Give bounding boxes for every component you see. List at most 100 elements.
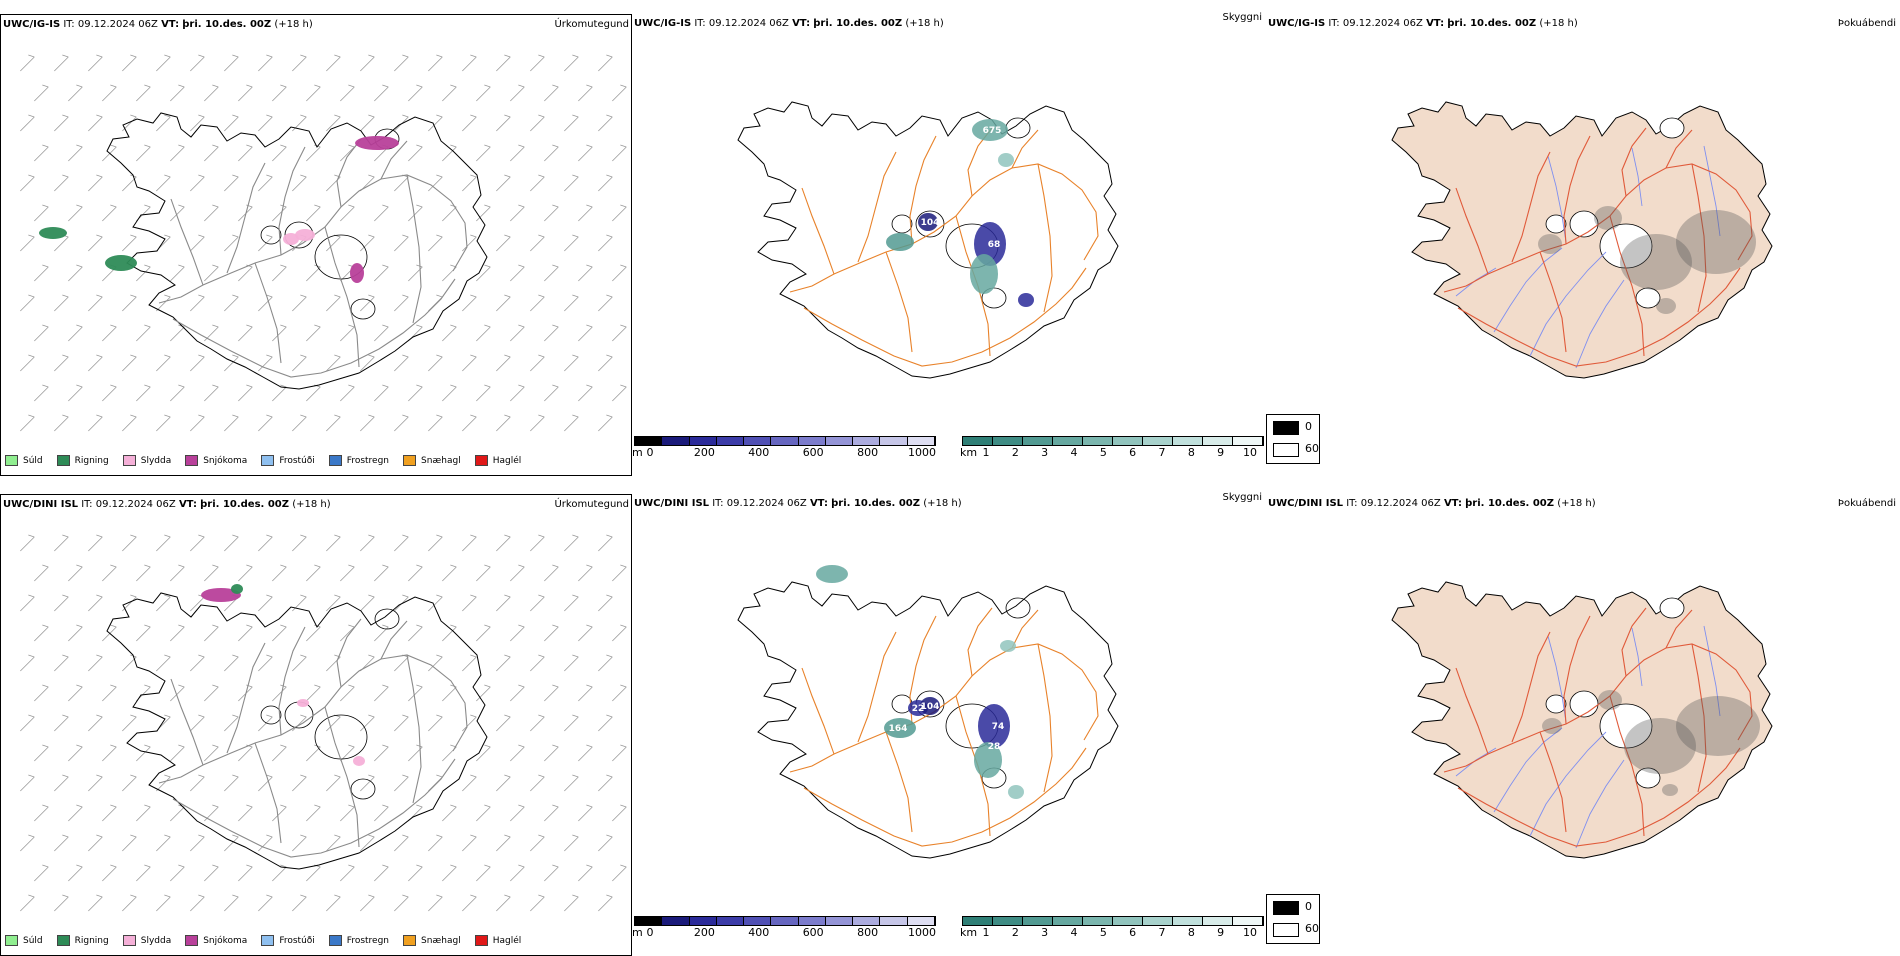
wind-barb xyxy=(326,774,341,792)
model-name: UWC/DINI ISL xyxy=(3,499,79,510)
fog-area xyxy=(1542,718,1562,734)
wind-barb xyxy=(20,594,35,612)
wind-barb xyxy=(170,264,185,282)
wind-barb xyxy=(20,114,35,132)
wind-barb xyxy=(190,834,205,852)
road xyxy=(1037,643,1053,793)
legend-label: Haglél xyxy=(492,935,522,946)
legend-item: Snjókoma xyxy=(185,455,247,466)
wind-barb xyxy=(20,894,35,912)
legend-swatch xyxy=(261,935,275,946)
wind-barb xyxy=(170,804,185,822)
wind-barb xyxy=(544,624,559,642)
road xyxy=(324,706,360,848)
colorbar-tick-label: 10 xyxy=(1243,446,1257,459)
river xyxy=(1703,145,1721,237)
glacier-outline xyxy=(1545,694,1567,714)
wind-barb xyxy=(496,354,511,372)
visibility-panel-row1: UWC/IG-IS IT: 09.12.2024 06Z VT: þri. 10… xyxy=(632,12,1264,476)
wind-barb xyxy=(170,624,185,642)
cloud-cover-legend: 0 60 xyxy=(1266,414,1320,464)
wind-barb xyxy=(578,204,593,222)
wind-barb xyxy=(190,114,205,132)
lead-time: (+18 h) xyxy=(292,499,331,510)
wind-barb xyxy=(360,534,375,552)
wind-barb xyxy=(156,54,171,72)
road xyxy=(380,140,408,180)
cloud-legend-value: 0 xyxy=(1305,420,1312,433)
wind-barb xyxy=(476,624,491,642)
wind-barb xyxy=(564,594,579,612)
wind-barb xyxy=(258,594,273,612)
colorbar-swatches xyxy=(634,916,936,926)
wind-barb xyxy=(20,834,35,852)
wind-barb xyxy=(476,84,491,102)
legend-item: Haglél xyxy=(474,455,521,466)
wind-barb xyxy=(204,804,219,822)
wind-barb xyxy=(224,774,239,792)
wind-barb xyxy=(408,684,423,702)
wind-barb xyxy=(578,864,593,882)
panel-header: UWC/IG-IS IT: 09.12.2024 06Z VT: þri. 10… xyxy=(3,19,629,33)
river xyxy=(1493,247,1563,333)
legend-item: Frostúði xyxy=(261,935,315,946)
wind-barb xyxy=(428,414,443,432)
wind-barb xyxy=(496,234,511,252)
fog-panel-row1: UWC/IG-IS IT: 09.12.2024 06Z VT: þri. 10… xyxy=(1266,14,1898,476)
wind-barb xyxy=(272,144,287,162)
parameter-name: Þokuábendi xyxy=(1837,18,1896,29)
wind-barb xyxy=(68,384,83,402)
wind-barb xyxy=(428,114,443,132)
wind-barb xyxy=(34,264,49,282)
wind-barb xyxy=(102,864,117,882)
wind-barb xyxy=(292,54,307,72)
parameter-name: Þokuábendi xyxy=(1837,498,1896,509)
river xyxy=(1529,251,1607,357)
wind-barb xyxy=(510,204,525,222)
glacier-outline xyxy=(374,608,400,630)
wind-barb xyxy=(476,204,491,222)
colorbar-swatch xyxy=(1143,437,1173,445)
precip-panel-row1: UWC/IG-IS IT: 09.12.2024 06Z VT: þri. 10… xyxy=(0,14,632,476)
wind-barb xyxy=(442,564,457,582)
wind-barb xyxy=(578,744,593,762)
valid-time: þri. 10.des. 00Z xyxy=(1447,18,1537,29)
colorbar-tick-label: 4 xyxy=(1070,926,1078,939)
wind-barb xyxy=(428,894,443,912)
wind-barb xyxy=(156,414,171,432)
wind-barb xyxy=(326,54,341,72)
fog-indicator-map xyxy=(1391,581,1773,859)
wind-barb xyxy=(68,264,83,282)
wind-barb xyxy=(598,654,613,672)
wind-barb xyxy=(54,714,69,732)
wind-barb xyxy=(68,564,83,582)
legend-item: Slydda xyxy=(122,935,172,946)
wind-barb xyxy=(68,684,83,702)
wind-barb xyxy=(394,234,409,252)
legend-item: Frostregn xyxy=(328,935,389,946)
wind-barb xyxy=(136,324,151,342)
wind-barb xyxy=(34,744,49,762)
wind-barb xyxy=(34,864,49,882)
glacier-outline xyxy=(891,214,913,234)
wind-barb xyxy=(68,624,83,642)
wind-barb xyxy=(238,324,253,342)
road xyxy=(1621,607,1647,677)
river xyxy=(1703,625,1721,717)
parameter-name: Skyggni xyxy=(1222,492,1262,503)
colorbar-swatch xyxy=(716,437,745,445)
wind-barb xyxy=(598,594,613,612)
wind-barb xyxy=(170,744,185,762)
coastline xyxy=(737,101,1119,379)
glacier-outline xyxy=(260,705,282,725)
wind-barb xyxy=(476,564,491,582)
cloud-legend-value: 0 xyxy=(1305,900,1312,913)
wind-barb xyxy=(88,834,103,852)
wind-barb xyxy=(224,714,239,732)
fog-area xyxy=(1676,696,1760,756)
road xyxy=(1691,163,1707,313)
legend-label: Rigning xyxy=(74,455,109,466)
wind-barb xyxy=(224,654,239,672)
legend-label: Slydda xyxy=(140,935,172,946)
wind-barb xyxy=(156,594,171,612)
